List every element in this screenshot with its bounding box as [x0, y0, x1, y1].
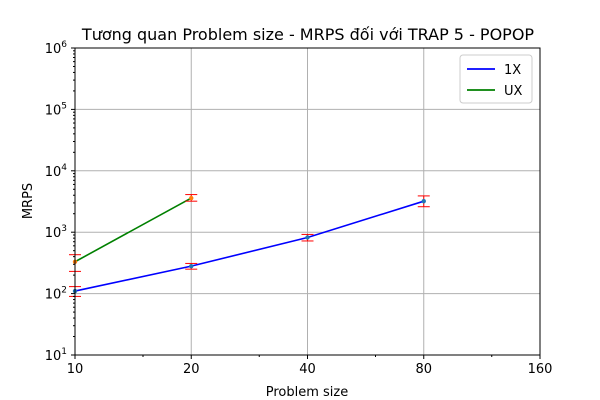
- y-tick-label: 105: [45, 101, 67, 118]
- ticks: 10 20 40 80 160 101 102 103 104 105 106: [45, 40, 553, 377]
- x-tick-label: 80: [415, 362, 432, 377]
- data-point: [421, 198, 426, 204]
- y-tick-label: 102: [45, 286, 67, 303]
- data-point: [189, 263, 194, 269]
- series-ux: [69, 194, 198, 272]
- y-tick-label: 104: [45, 163, 68, 180]
- legend-label: UX: [504, 84, 523, 99]
- series-line: [74, 197, 192, 263]
- data-point: [305, 235, 310, 240]
- y-tick-label: 103: [45, 224, 67, 241]
- data-point: [189, 195, 194, 201]
- chart-title: Tương quan Problem size - MRPS đối với T…: [81, 25, 534, 44]
- x-tick-label: 40: [299, 362, 316, 377]
- y-axis-label: MRPS: [21, 183, 36, 219]
- x-tick-label: 160: [528, 362, 553, 377]
- legend-label: 1X: [504, 63, 521, 78]
- y-tick-label: 106: [45, 40, 68, 57]
- legend-box: [459, 54, 533, 104]
- y-tick-label: 101: [45, 347, 67, 364]
- x-tick-label: 20: [183, 362, 200, 377]
- series-line: [74, 200, 424, 292]
- legend: 1X UX: [459, 54, 533, 104]
- x-axis-label: Problem size: [266, 385, 349, 400]
- x-tick-label: 10: [67, 362, 84, 377]
